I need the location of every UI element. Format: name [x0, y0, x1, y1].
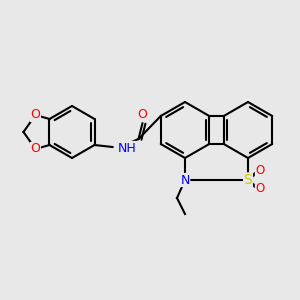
Text: O: O — [255, 182, 265, 196]
Text: O: O — [31, 109, 40, 122]
Text: N: N — [180, 173, 190, 187]
Text: O: O — [31, 142, 40, 155]
Text: NH: NH — [118, 142, 136, 154]
Text: S: S — [244, 173, 252, 187]
Text: O: O — [255, 164, 265, 178]
Text: O: O — [138, 109, 148, 122]
